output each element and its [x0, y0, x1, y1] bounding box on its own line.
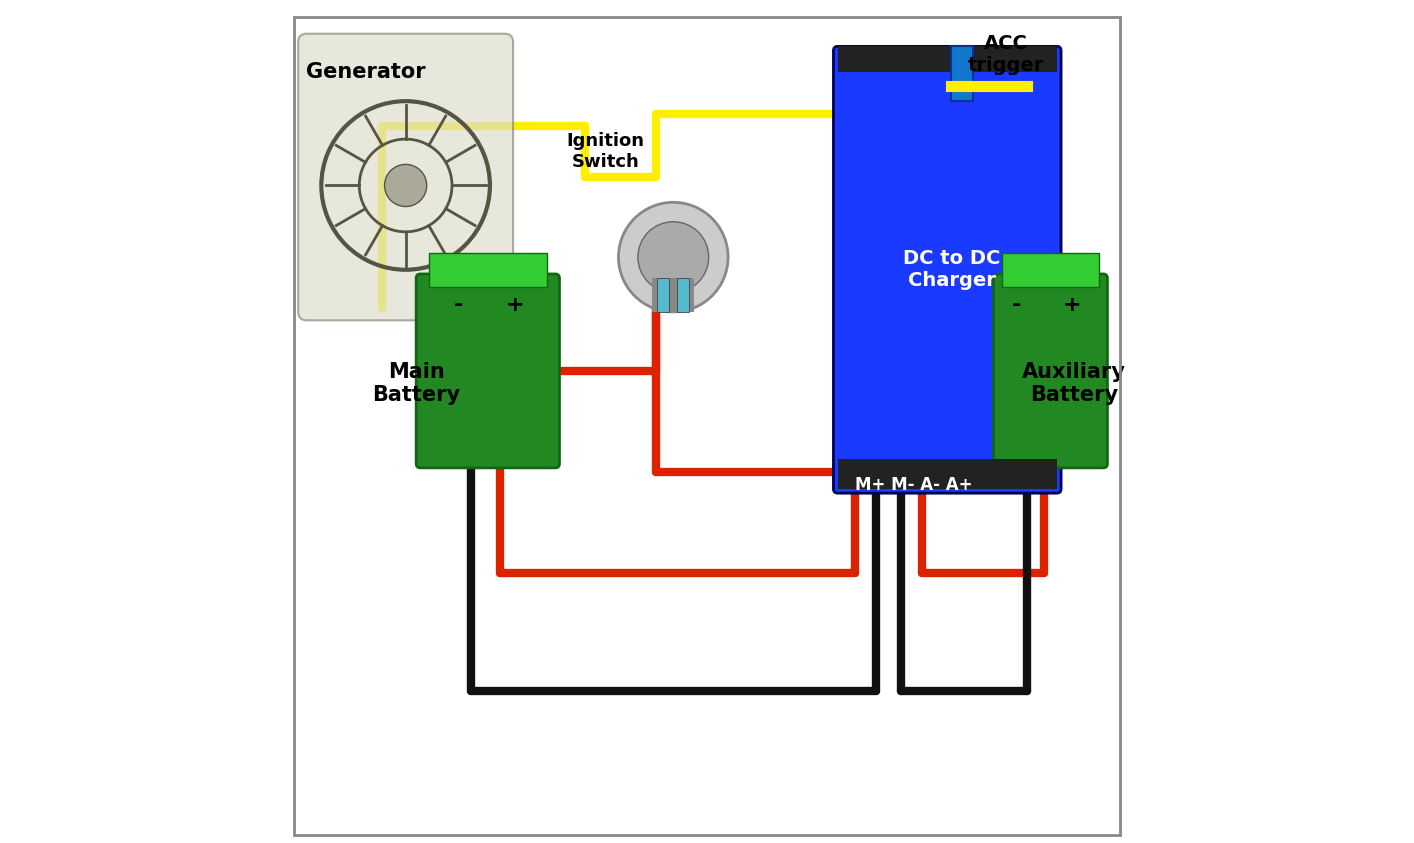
Bar	[1003, 253, 1099, 287]
Text: +: +	[1063, 295, 1082, 315]
FancyBboxPatch shape	[298, 34, 513, 320]
Circle shape	[638, 222, 708, 293]
Bar	[952, 46, 973, 101]
Text: M+ M- A- A+: M+ M- A- A+	[855, 475, 973, 494]
Bar	[652, 278, 694, 312]
Text: Generator: Generator	[305, 62, 426, 82]
Text: DC to DC
Charger: DC to DC Charger	[902, 250, 1000, 290]
Bar	[837, 459, 1056, 489]
Text: +: +	[505, 295, 525, 315]
Text: Ignition
Switch: Ignition Switch	[567, 132, 645, 171]
Bar	[677, 278, 689, 312]
Circle shape	[618, 202, 728, 312]
Text: -: -	[454, 295, 462, 315]
Text: ACC
trigger: ACC trigger	[969, 35, 1045, 75]
Bar	[837, 46, 1056, 72]
FancyBboxPatch shape	[833, 46, 1060, 493]
Circle shape	[385, 164, 427, 207]
Text: Auxiliary
Battery: Auxiliary Battery	[1022, 362, 1126, 405]
Text: Main
Battery: Main Battery	[372, 362, 460, 405]
FancyBboxPatch shape	[994, 274, 1107, 468]
Bar	[658, 278, 669, 312]
Text: -: -	[1011, 295, 1021, 315]
FancyBboxPatch shape	[416, 274, 560, 468]
Bar	[428, 253, 547, 287]
